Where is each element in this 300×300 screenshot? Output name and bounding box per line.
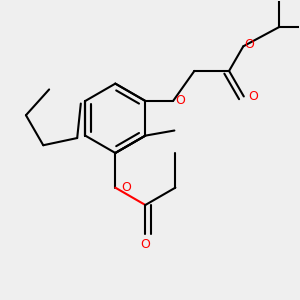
- Text: O: O: [244, 38, 254, 51]
- Text: O: O: [248, 90, 258, 103]
- Text: O: O: [175, 94, 185, 107]
- Text: O: O: [121, 181, 131, 194]
- Text: O: O: [140, 238, 150, 251]
